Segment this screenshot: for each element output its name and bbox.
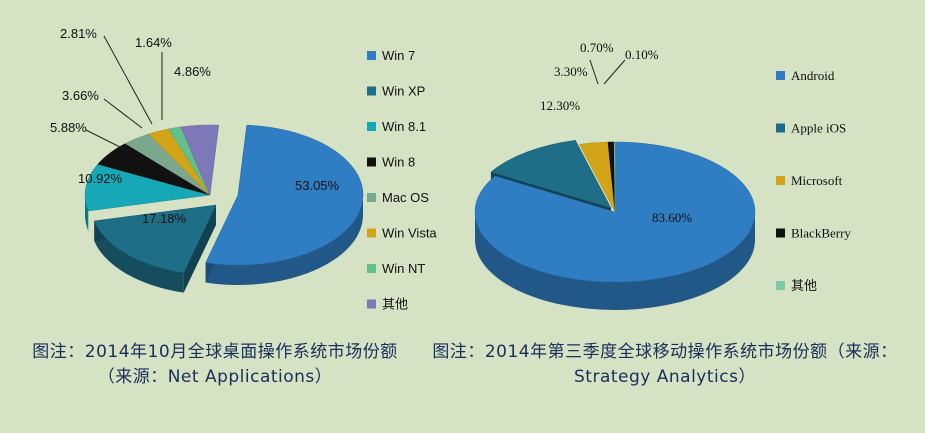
leader-line-win-8 [85,129,129,152]
legend-swatch-mac-os [367,193,376,202]
charts-canvas: 53.05% 17.18% 10.92% 5.88% 3.66% 2.81% 1.64%4.… [50,26,851,312]
legend-swatch-blackberry [776,228,785,238]
legend-label-apple-ios: Apple iOS [791,121,846,136]
legend-label-win-8: Win 8 [382,155,415,170]
value-label-other-7: 4.86% [174,64,211,79]
legend-swatch-win-8 [367,157,376,167]
desktop-os-caption: 图注：2014年10月全球桌面操作系统市场份额（来源：Net Applicati… [32,342,398,387]
legend-swatch-other-4 [776,281,785,290]
slice-other-4 [613,141,616,213]
value-label-win-8-1: 10.92% [78,171,123,186]
legend-swatch-other-7 [367,299,376,309]
legend-swatch-win-7 [367,51,376,60]
leader-line-win-vista [103,35,153,125]
slice-side-win-xp [94,220,184,293]
leader-line-blackberry [589,59,599,85]
value-label-android: 83.60% [652,210,692,225]
legend-label-win-nt: Win NT [382,261,425,276]
value-label-mac-os: 3.66% [62,88,99,103]
legend-swatch-apple-ios [776,123,785,133]
mobile-os-legend: Android Apple iOS Microsoft BlackBerry 其他 [776,68,851,293]
legend-swatch-win-8-1 [367,122,376,131]
legend-label-blackberry: BlackBerry [791,226,851,241]
slice-win-8-1 [84,163,211,212]
mobile-os-caption: 图注：2014年第三季度全球移动操作系统市场份额（来源：Strategy Ana… [432,342,898,387]
value-label-win-nt: 1.64% [135,35,172,50]
slice-side-android [475,212,755,310]
slice-cut-win-xp [183,205,216,293]
slice-apple-ios [490,140,612,209]
slice-side-win-7 [205,195,363,285]
legend-swatch-win-nt [367,264,376,273]
value-label-apple-ios: 12.30% [540,98,580,113]
legend-label-win-xp: Win XP [382,84,425,99]
mobile-os-pie-chart: 83.60% 12.30% 3.30% 0.70% 0.10% [474,40,756,310]
legend-label-microsoft: Microsoft [791,173,843,188]
value-label-microsoft: 3.30% [554,64,588,79]
legend-swatch-win-vista [367,228,376,238]
legend-label-other-7: 其他 [382,297,408,312]
legend-label-win-8-1: Win 8.1 [382,119,426,134]
value-label-blackberry: 0.70% [580,40,614,55]
slice-win-xp [93,204,217,273]
legend-label-android: Android [791,68,835,83]
legend-swatch-microsoft [776,176,785,185]
leader-line-mac-os [103,98,143,129]
value-label-other-4: 0.10% [625,47,659,62]
legend-swatch-android [776,71,785,80]
desktop-os-legend: Win 7 Win XP Win 8.1 Win 8 Mac OS Win Vista Wi… [367,48,437,312]
value-label-win-xp: 17.18% [142,211,187,226]
legend-label-mac-os: Mac OS [382,190,429,205]
legend-label-win-7: Win 7 [382,48,415,63]
legend-swatch-win-xp [367,86,376,96]
legend-label-other-4: 其他 [791,278,817,293]
value-label-win-7: 53.05% [295,178,340,193]
legend-label-win-vista: Win Vista [382,226,437,241]
slice-win-7 [205,124,364,266]
desktop-os-pie-chart: 53.05% 17.18% 10.92% 5.88% 3.66% 2.81% 1.64%4.… [50,26,364,293]
value-label-win-vista: 2.81% [60,26,97,41]
value-label-win-8: 5.88% [50,120,87,135]
leader-line-other-4 [603,59,626,85]
slice-other-7 [180,124,220,196]
